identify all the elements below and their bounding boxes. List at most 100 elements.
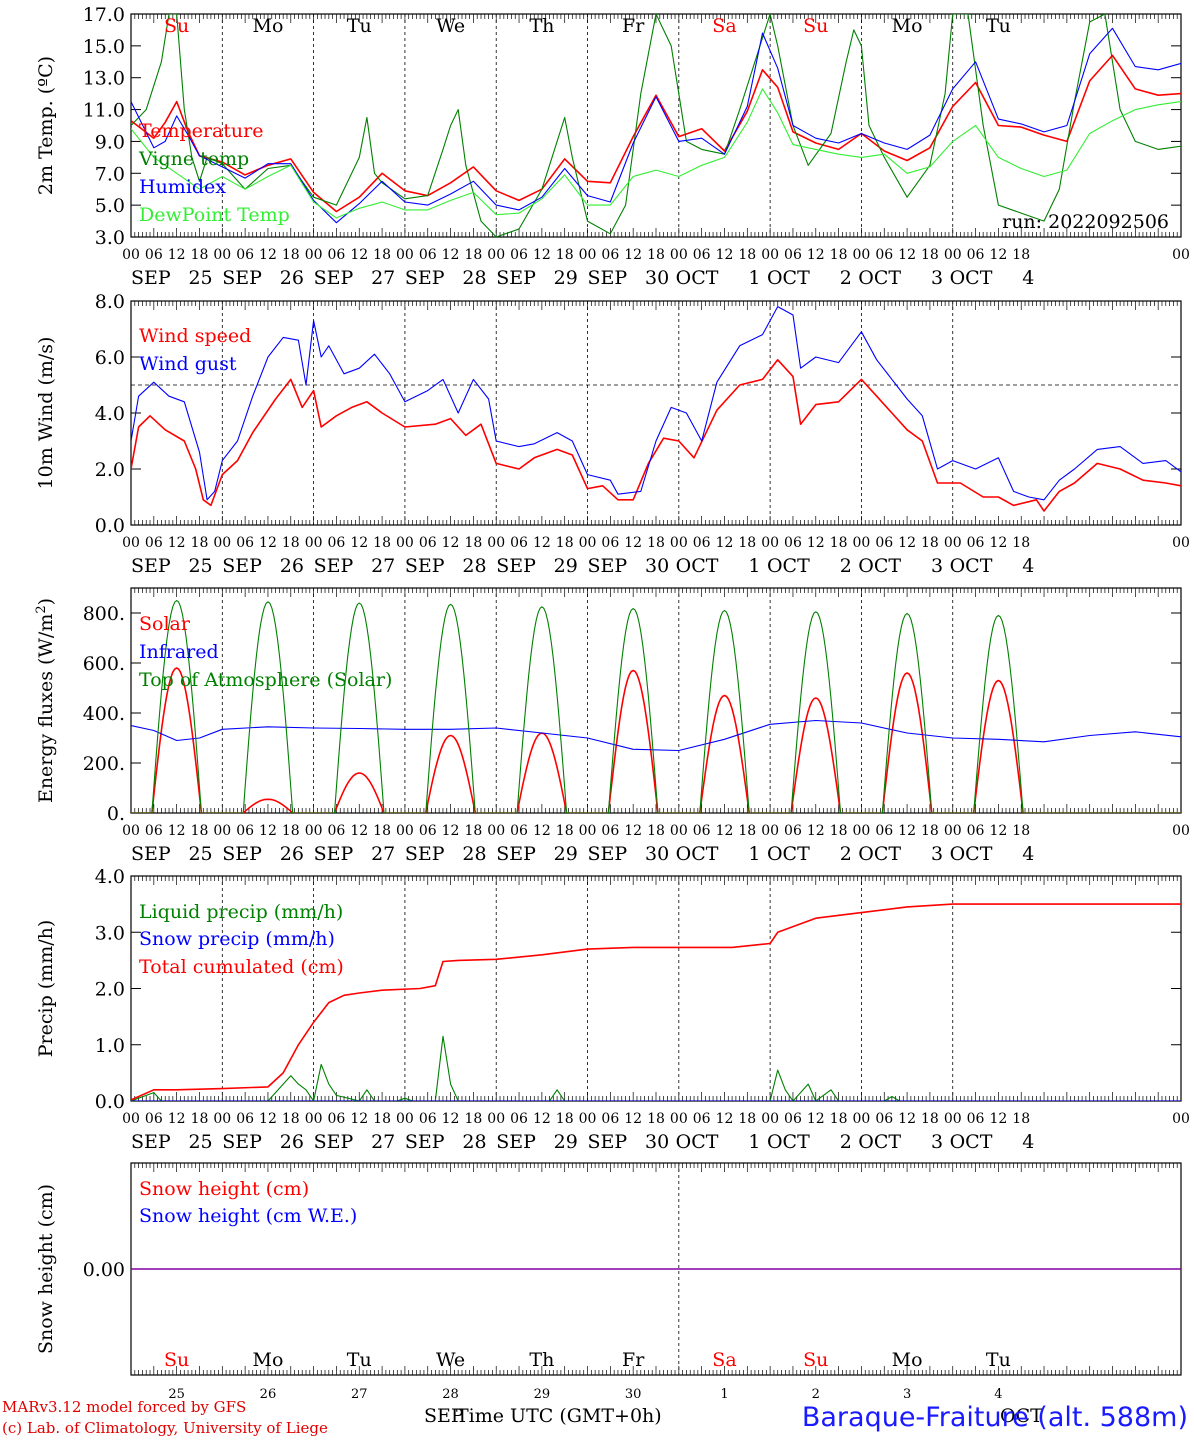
hour-tick-label: 06	[967, 535, 985, 551]
x-axis-label: Time UTC (GMT+0h)	[456, 1405, 662, 1427]
series-line-liquid-precip-mm-h-	[131, 1035, 1181, 1101]
hour-tick-label: 12	[168, 247, 186, 263]
weekday-label: Mo	[892, 15, 923, 37]
date-day-number: 26	[260, 1387, 277, 1402]
hour-tick-label: 06	[419, 535, 437, 551]
date-day-label: 25	[188, 843, 212, 865]
y-axis-label: 2m Temp. (ºC)	[35, 56, 57, 195]
date-day-label: 30	[645, 267, 669, 289]
lab-credit: (c) Lab. of Climatology, University of L…	[2, 1419, 328, 1437]
y-tick-label: 13.0	[83, 68, 125, 90]
date-day-label: 3	[931, 1131, 943, 1153]
y-tick-label: 6.0	[95, 347, 125, 369]
hour-tick-label: 00	[396, 247, 414, 263]
date-month-label: SEP	[222, 1131, 262, 1153]
weekday-label: Su	[164, 1349, 189, 1371]
hour-tick-label: 18	[738, 1111, 756, 1127]
panel-4: 0.0 1.0 2.0 3.0 4.0 Precip (mm/h) Liquid preci…	[35, 866, 1190, 1153]
date-day-label: 1	[748, 267, 760, 289]
plot-frame	[130, 300, 1182, 526]
hour-tick-label: 18	[830, 1111, 848, 1127]
weekday-label: Sa	[712, 1349, 736, 1371]
y-axis-label: Precip (mm/h)	[35, 920, 57, 1058]
date-month-label: OCT	[858, 267, 901, 289]
hour-tick-label: 00	[305, 823, 323, 839]
hour-tick-label: 18	[647, 823, 665, 839]
hour-tick-label: 06	[875, 823, 893, 839]
hour-tick-label: 00	[944, 1111, 962, 1127]
hour-tick-label: 18	[921, 823, 939, 839]
hour-tick-label: 00	[487, 535, 505, 551]
hour-tick-label: 00	[487, 1111, 505, 1127]
y-axis-label: 10m Wind (m/s)	[35, 337, 57, 490]
weekday-label: Su	[164, 15, 189, 37]
hour-tick-label: 06	[601, 247, 619, 263]
date-month-label: SEP	[131, 1131, 171, 1153]
date-month-label: OCT	[676, 843, 719, 865]
date-month-label: OCT	[767, 1131, 810, 1153]
y-tick-label: 800.	[83, 603, 125, 625]
y-tick-label: 5.0	[95, 195, 125, 217]
y-tick-label: 11.0	[83, 100, 125, 122]
date-month-label: SEP	[222, 555, 262, 577]
panel-1: 3.0 5.0 7.0 9.0 11.0 13.0 15.0 17.0 2m Temp. (ºC…	[35, 4, 1190, 289]
legend-entry: Liquid precip (mm/h)	[139, 901, 343, 923]
hour-tick-label: 06	[967, 247, 985, 263]
hour-tick-label: 00	[396, 535, 414, 551]
date-day-label: 30	[645, 843, 669, 865]
series-line-wind-gust	[131, 306, 1181, 501]
date-month-label: SEP	[131, 843, 171, 865]
date-day-label: 29	[554, 555, 578, 577]
hour-tick-label: 12	[168, 1111, 186, 1127]
hour-tick-label: 06	[967, 1111, 985, 1127]
legend-entry: Vigne temp	[138, 148, 249, 170]
hour-tick-label: 00	[122, 1111, 140, 1127]
hour-tick-label: 06	[967, 823, 985, 839]
date-month-label: OCT	[676, 267, 719, 289]
hour-tick-label: 00	[213, 1111, 231, 1127]
hour-tick-label: 12	[716, 1111, 734, 1127]
date-month-label: SEP	[496, 555, 536, 577]
hour-tick-label: 00	[1172, 1111, 1190, 1127]
date-day-label: 25	[188, 267, 212, 289]
hour-tick-label: 12	[807, 247, 825, 263]
date-day-label: 30	[645, 555, 669, 577]
y-axis-label: Snow height (cm)	[35, 1184, 57, 1354]
hour-tick-label: 06	[875, 1111, 893, 1127]
hour-tick-label: 12	[259, 247, 277, 263]
hour-tick-label: 00	[853, 247, 871, 263]
y-tick-label: 0.00	[83, 1259, 125, 1281]
date-day-label: 29	[554, 1131, 578, 1153]
hour-tick-label: 00	[944, 247, 962, 263]
date-month-label: SEP	[588, 843, 628, 865]
date-month-label: OCT	[950, 555, 993, 577]
hour-tick-label: 18	[830, 247, 848, 263]
hour-tick-label: 12	[533, 247, 551, 263]
legend-entry: Snow height (cm)	[139, 1178, 309, 1200]
hour-tick-label: 12	[350, 1111, 368, 1127]
hour-tick-label: 00	[1172, 247, 1190, 263]
hour-tick-label: 18	[373, 1111, 391, 1127]
date-month-label: SEP	[222, 267, 262, 289]
date-month-label: SEP	[496, 1131, 536, 1153]
hour-tick-label: 00	[487, 247, 505, 263]
hour-tick-label: 00	[944, 823, 962, 839]
hour-tick-label: 00	[670, 247, 688, 263]
hour-tick-label: 12	[989, 247, 1007, 263]
hour-tick-label: 12	[442, 1111, 460, 1127]
hour-tick-label: 12	[989, 823, 1007, 839]
date-month-label: SEP	[405, 555, 445, 577]
hour-tick-label: 18	[556, 1111, 574, 1127]
hour-tick-label: 18	[738, 247, 756, 263]
series-line-infrared	[131, 719, 1181, 752]
hour-tick-label: 00	[396, 823, 414, 839]
hour-tick-label: 12	[442, 247, 460, 263]
date-month-label: SEP	[131, 267, 171, 289]
hour-tick-label: 18	[191, 1111, 209, 1127]
hour-tick-label: 18	[1012, 247, 1030, 263]
date-month-label: OCT	[858, 1131, 901, 1153]
panel-3: 0. 200. 400. 600. 800. Energy fluxes (W/m2) So…	[34, 587, 1190, 865]
y-tick-label: 2.0	[95, 979, 125, 1001]
hour-tick-label: 12	[168, 823, 186, 839]
